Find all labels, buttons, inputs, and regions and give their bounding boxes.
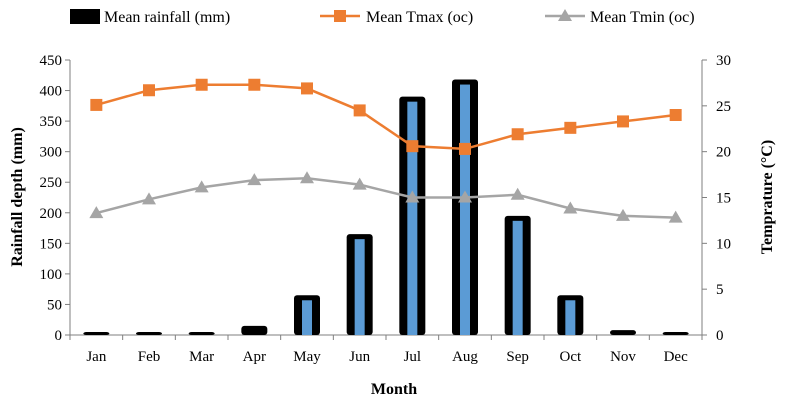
tmin-point-may: [300, 171, 314, 184]
x-tick-label-aug: Aug: [452, 349, 478, 365]
y-left-tick-label: 400: [40, 84, 63, 100]
y-right-tick-label: 5: [716, 282, 724, 298]
x-tick-label-may: May: [293, 349, 321, 365]
tmax-point-oct: [564, 121, 577, 134]
rainfall-bar-fill-sep: [512, 220, 523, 335]
legend: Mean rainfall (mm) Mean Tmax (oc) Mean T…: [70, 9, 695, 26]
tmin-point-jan: [89, 206, 104, 219]
rainfall-bar-fill-oct: [565, 300, 576, 335]
x-tick-label-apr: Apr: [243, 349, 266, 365]
tmin-line: [96, 176, 676, 219]
tmax-point-sep: [511, 128, 524, 141]
y-left-tick-label: 350: [40, 114, 63, 130]
tmax-point-may: [301, 82, 313, 95]
y-left-tick-label: 250: [40, 175, 63, 191]
y-left-tick-label: 0: [55, 328, 63, 344]
y-axis-right-title: Temprature (°C): [759, 140, 776, 254]
tmax-line: [95, 83, 676, 151]
y-left-tick-label: 200: [40, 206, 63, 222]
rainfall-bar-nov: [610, 330, 636, 335]
plot-area: 0 50 100 150 200 250 300 350 400 450 0 5 10 15 20 25 30 J…: [40, 53, 732, 365]
rainfall-bar-fill-jun: [354, 239, 365, 335]
y-right-tick-label: 25: [716, 99, 731, 115]
tmax-point-dec: [669, 109, 682, 121]
tmin-point-apr: [247, 173, 262, 186]
x-tick-label-jan: Jan: [86, 349, 106, 365]
y-left-tick-label: 300: [40, 145, 63, 161]
x-tick-label-jul: Jul: [404, 349, 422, 365]
tmax-point-jul: [406, 140, 419, 153]
tmin-point-dec: [668, 210, 683, 223]
rainfall-bar-feb: [136, 332, 162, 335]
tmax-point-nov: [617, 115, 629, 128]
y-left-tick-label: 150: [40, 236, 63, 252]
x-tick-label-dec: Dec: [664, 349, 688, 365]
y-right-tick-label: 30: [716, 53, 731, 69]
tmin-point-jul: [405, 190, 420, 203]
x-tick-label-nov: Nov: [610, 349, 636, 365]
y-left-tick-label: 50: [47, 297, 62, 313]
x-axis-title: Month: [371, 381, 417, 398]
legend-label-tmin: Mean Tmin (oc): [590, 9, 695, 26]
x-tick-label-oct: Oct: [559, 349, 581, 365]
legend-swatch-tmin-marker: [558, 9, 572, 21]
tmin-point-jun: [352, 177, 367, 190]
y-left-tick-label: 100: [40, 267, 63, 283]
y-right-tick-label: 0: [716, 328, 724, 344]
tmin-point-aug: [458, 190, 472, 203]
y-left-tick-label: 450: [40, 53, 63, 69]
rainfall-bar-mar: [188, 332, 215, 335]
tmin-point-mar: [194, 180, 209, 193]
x-tick-label-mar: Mar: [189, 349, 214, 365]
rainfall-bar-fill-aug: [460, 84, 470, 335]
legend-label-rainfall: Mean rainfall (mm): [104, 9, 230, 26]
legend-label-tmax: Mean Tmax (oc): [366, 9, 473, 26]
tmin-point-feb: [142, 192, 156, 205]
tmin-point-oct: [563, 201, 578, 214]
rainfall-bar-jan: [83, 332, 110, 335]
x-tick-label-jun: Jun: [349, 349, 370, 365]
tmin-point-sep: [510, 187, 525, 200]
rainfall-bar-dec: [662, 332, 689, 335]
x-tick-label-feb: Feb: [138, 349, 161, 365]
tmax-point-mar: [195, 78, 208, 91]
y-right-tick-label: 15: [716, 191, 731, 207]
tmax-point-jun: [353, 104, 366, 117]
legend-swatch-tmax-marker: [334, 10, 346, 22]
tmax-point-jan: [90, 98, 103, 111]
rainfall-bar-fill-jul: [407, 101, 418, 336]
rainfall-bar-apr: [241, 325, 268, 335]
tmax-point-apr: [248, 78, 261, 91]
y-axis-left-title: Rainfall depth (mm): [9, 127, 26, 267]
legend-swatch-rainfall: [70, 9, 100, 24]
y-right-tick-label: 10: [716, 236, 731, 252]
tmin-point-nov: [616, 208, 630, 221]
x-tick-label-sep: Sep: [506, 349, 529, 365]
tmax-point-feb: [143, 84, 155, 97]
y-right-tick-label: 20: [716, 145, 731, 161]
tmax-point-aug: [459, 142, 471, 155]
rainfall-bar-fill-may: [302, 300, 312, 335]
